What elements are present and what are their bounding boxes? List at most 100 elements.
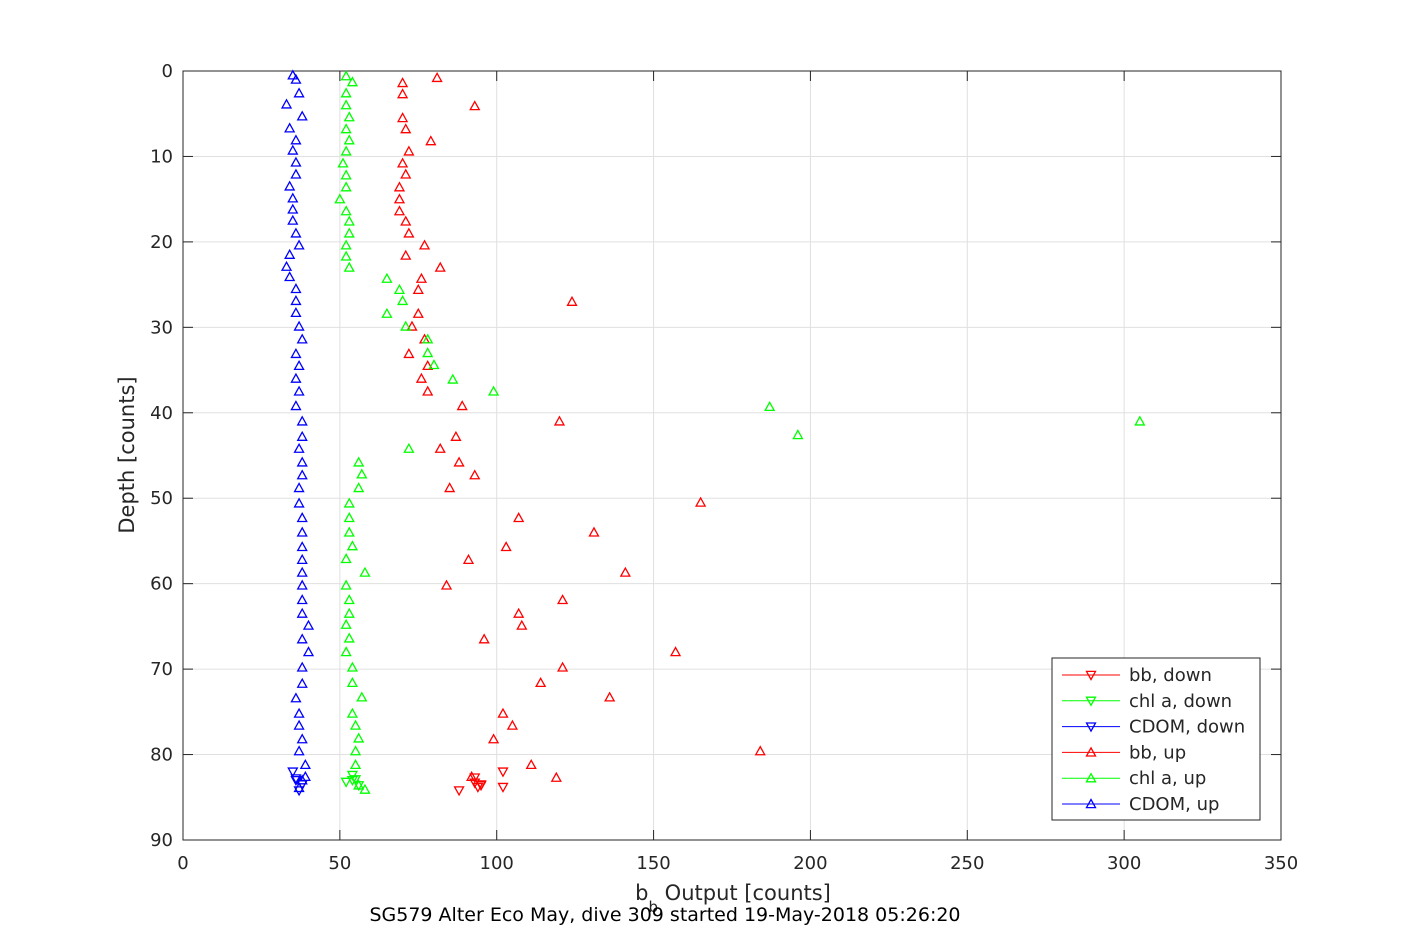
data-point-marker — [412, 283, 424, 294]
data-point-marker — [566, 295, 578, 306]
data-point-marker — [287, 214, 299, 225]
data-point-marker — [340, 646, 352, 657]
data-point-marker — [425, 135, 437, 146]
data-point-marker — [403, 347, 415, 359]
x-tick-label: 150 — [636, 853, 670, 874]
data-point-marker — [359, 783, 371, 794]
data-point-marker — [346, 707, 359, 718]
legend-label: chl a, down — [1129, 691, 1232, 712]
legend-label: bb, up — [1129, 742, 1186, 763]
data-point-marker — [343, 134, 355, 145]
data-point-marker — [415, 272, 428, 283]
x-tick-label: 350 — [1264, 853, 1298, 874]
data-point-marker — [296, 541, 308, 552]
data-point-marker — [506, 719, 519, 730]
data-point-marker — [296, 661, 308, 672]
data-series — [280, 69, 1146, 797]
data-point-marker — [356, 468, 368, 479]
data-point-marker — [346, 676, 359, 688]
data-point-marker — [296, 456, 308, 467]
data-point-marker — [453, 786, 465, 797]
data-point-marker — [1134, 415, 1146, 426]
data-point-marker — [340, 239, 352, 250]
data-point-marker — [296, 579, 308, 590]
data-point-marker — [516, 619, 528, 630]
data-point-marker — [293, 745, 305, 756]
data-point-marker — [469, 469, 481, 480]
data-point-marker — [406, 320, 418, 331]
data-point-marker — [550, 771, 562, 782]
data-point-marker — [434, 442, 446, 453]
data-point-marker — [431, 71, 443, 83]
x-axis-label-subscript: b — [648, 898, 658, 916]
y-axis-label: Depth [counts] — [115, 376, 139, 533]
data-point-marker — [456, 400, 468, 411]
data-point-marker — [553, 415, 566, 426]
legend-entry: chl a, up — [1062, 768, 1206, 789]
data-point-marker — [290, 692, 302, 703]
legend-marker — [1085, 772, 1097, 783]
data-point-marker — [497, 707, 509, 718]
series-cdom-up — [280, 69, 315, 793]
x-tick-label: 250 — [950, 853, 984, 874]
data-point-marker — [453, 456, 465, 467]
data-point-marker — [393, 193, 406, 204]
data-point-marker — [343, 607, 355, 618]
data-point-marker — [302, 646, 315, 657]
y-tick-label: 20 — [150, 232, 173, 253]
data-point-marker — [296, 333, 308, 344]
data-point-marker — [290, 774, 302, 785]
legend-label: chl a, up — [1129, 768, 1206, 789]
data-point-marker — [293, 87, 305, 98]
data-point-marker — [334, 193, 346, 204]
y-tick-label: 80 — [150, 745, 173, 766]
legend-marker — [1085, 798, 1097, 809]
data-point-marker — [349, 775, 362, 786]
data-point-marker — [287, 69, 299, 80]
data-point-marker — [353, 732, 365, 743]
data-point-marker — [340, 205, 352, 216]
y-tick-label: 60 — [150, 574, 173, 595]
data-point-marker — [400, 123, 412, 134]
data-point-marker — [299, 758, 311, 770]
data-point-marker — [340, 123, 352, 134]
data-point-marker — [293, 442, 305, 453]
data-point-marker — [469, 100, 481, 111]
data-point-marker — [296, 526, 308, 537]
data-point-marker — [290, 306, 302, 318]
series-chl-a-up — [334, 70, 1146, 794]
data-point-marker — [296, 553, 308, 564]
data-point-marker — [440, 579, 453, 590]
data-point-marker — [343, 526, 355, 537]
y-tick-label: 10 — [150, 146, 173, 167]
data-point-marker — [340, 250, 352, 261]
data-point-marker — [296, 566, 308, 577]
legend-marker — [1085, 722, 1097, 733]
data-point-marker — [293, 782, 305, 793]
data-point-marker — [497, 782, 509, 793]
data-point-marker — [792, 429, 804, 440]
data-point-marker — [340, 553, 352, 564]
legend-label: CDOM, down — [1129, 717, 1245, 738]
data-point-marker — [293, 320, 305, 331]
data-point-marker — [290, 134, 302, 145]
data-point-marker — [400, 215, 412, 226]
data-point-marker — [296, 733, 308, 744]
data-point-marker — [525, 758, 537, 770]
data-point-marker — [290, 347, 302, 359]
data-point-marker — [290, 400, 302, 411]
data-point-marker — [349, 745, 362, 756]
data-point-marker — [400, 320, 412, 331]
data-point-marker — [340, 579, 352, 590]
data-point-marker — [381, 272, 393, 283]
data-point-marker — [296, 415, 308, 426]
data-point-marker — [340, 618, 352, 629]
data-point-marker — [422, 333, 434, 344]
data-point-marker — [296, 677, 308, 688]
data-point-marker — [343, 261, 355, 272]
data-point-marker — [764, 400, 776, 412]
data-point-marker — [393, 283, 406, 294]
data-point-marker — [393, 181, 406, 192]
legend-box — [1051, 657, 1261, 821]
data-point-marker — [754, 745, 766, 756]
